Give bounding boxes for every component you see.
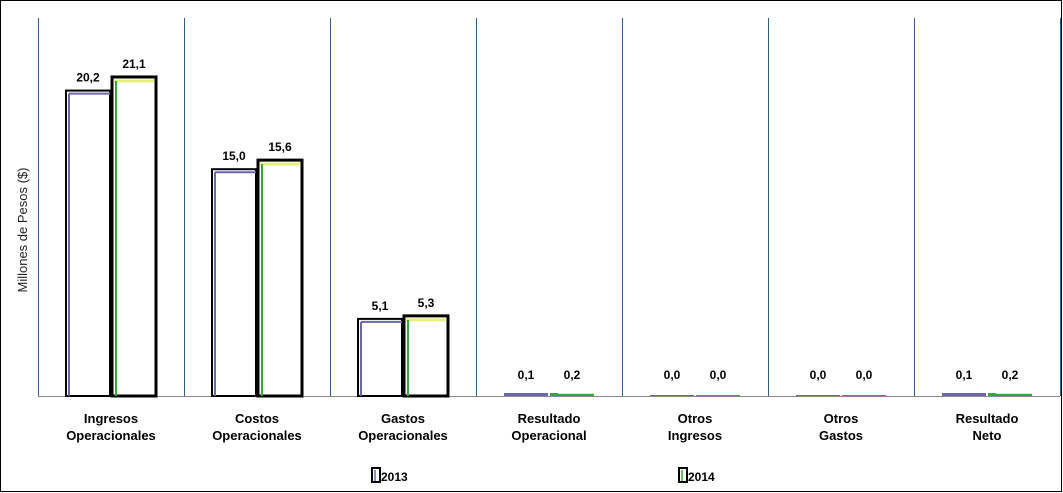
bar-2013-5 — [796, 395, 840, 396]
bar-2014-0 — [110, 75, 158, 398]
data-label: 0,1 — [956, 368, 973, 382]
data-label: 0,2 — [1002, 368, 1019, 382]
legend-label: 2014 — [688, 470, 715, 484]
bar-flat — [696, 395, 740, 396]
bar-2013-0 — [65, 89, 111, 398]
bar-2014-3 — [550, 393, 594, 396]
category-label: Ingresos — [668, 428, 722, 443]
data-label: 0,0 — [810, 368, 827, 382]
data-label: 5,1 — [372, 299, 389, 313]
data-label: 21,1 — [122, 57, 146, 71]
category-label: Ingresos — [84, 411, 138, 426]
category-label: Operacionales — [358, 428, 448, 443]
bar-flat — [504, 393, 548, 396]
bar-flat — [650, 395, 694, 396]
bar-flat-highlight — [558, 393, 594, 394]
bar-2013-1 — [211, 168, 257, 397]
bar-flat — [842, 395, 886, 396]
legend-label: 2013 — [381, 470, 408, 484]
category-label: Operacional — [511, 428, 586, 443]
category-label: Neto — [973, 428, 1002, 443]
data-label: 0,0 — [856, 368, 873, 382]
y-axis-label: Millones de Pesos ($) — [15, 168, 30, 293]
legend-swatch — [371, 467, 381, 483]
bar-outline — [357, 317, 403, 397]
bar-2013-3 — [504, 393, 548, 396]
bar-2014-2 — [402, 314, 450, 398]
bar-outline — [110, 75, 158, 398]
bar-2013-6 — [942, 393, 986, 396]
data-label: 0,2 — [564, 368, 581, 382]
data-label: 20,2 — [76, 71, 100, 85]
category-label: Operacionales — [212, 428, 302, 443]
category-label: Gastos — [819, 428, 863, 443]
category-label: Otros — [678, 411, 713, 426]
bar-flat — [988, 393, 1032, 396]
bar-2013-2 — [357, 317, 403, 397]
data-label: 5,3 — [418, 296, 435, 310]
bar-outline — [65, 89, 111, 398]
category-label: Resultado — [956, 411, 1019, 426]
legend-item-2014: 2014 — [678, 467, 715, 484]
category-label: Gastos — [381, 411, 425, 426]
bar-flat — [796, 395, 840, 396]
bar-2014-4 — [696, 395, 740, 396]
bar-flat — [942, 393, 986, 396]
data-label: 0,1 — [518, 368, 535, 382]
category-label: Resultado — [518, 411, 581, 426]
data-label: 0,0 — [710, 368, 727, 382]
bar-2014-1 — [256, 158, 304, 398]
data-label: 15,6 — [268, 140, 292, 154]
bar-2014-5 — [842, 395, 886, 396]
legend-swatch — [678, 467, 688, 483]
bar-outline — [402, 314, 450, 398]
legend-item-2013: 2013 — [371, 467, 408, 484]
category-label: Otros — [824, 411, 859, 426]
bar-flat-highlight — [996, 393, 1032, 394]
data-label: 15,0 — [222, 149, 246, 163]
bar-outline — [211, 168, 257, 397]
bar-flat — [550, 393, 594, 396]
bar-outline — [256, 158, 304, 398]
category-label: Costos — [235, 411, 279, 426]
bar-2013-4 — [650, 395, 694, 396]
data-label: 0,0 — [664, 368, 681, 382]
bar-2014-6 — [988, 393, 1032, 396]
category-label: Operacionales — [66, 428, 156, 443]
